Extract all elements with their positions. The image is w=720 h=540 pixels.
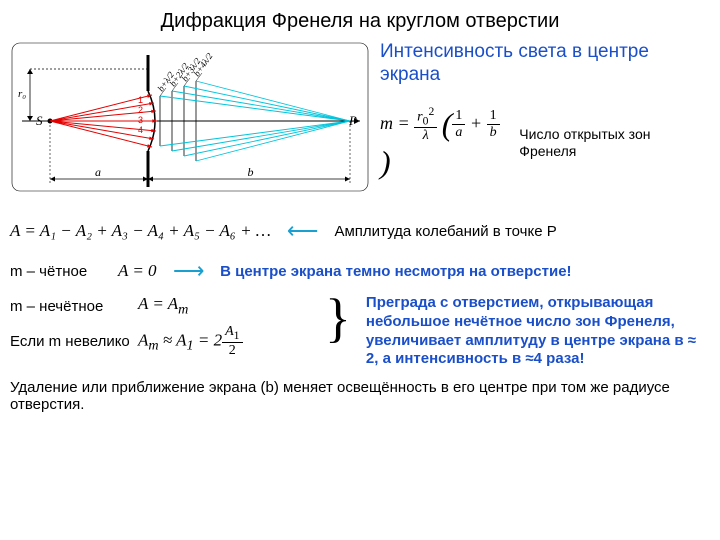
fresnel-zones-label: Число открытых зон Френеля xyxy=(519,126,710,160)
right-column: Интенсивность света в центре экрана m = … xyxy=(380,41,710,196)
svg-text:1: 1 xyxy=(138,95,143,105)
even-label: m – чётное xyxy=(10,263,110,280)
odd-conclusion: Преграда с отверстием, открывающая небол… xyxy=(366,294,710,369)
odd-row: m – нечётное A = Am Если m невелико Am ≈… xyxy=(10,294,710,369)
odd-left: m – нечётное A = Am Если m невелико Am ≈… xyxy=(10,294,310,359)
amplitude-series: A = A₁ − A₂ + A₃ − A₄ + A₅ − A₆ + … xyxy=(10,221,271,241)
even-row: m – чётное A = 0 ⟵ В центре экрана темно… xyxy=(10,258,710,284)
amplitude-label: Амплитуда колебаний в точке P xyxy=(334,223,556,240)
svg-text:3: 3 xyxy=(138,115,143,125)
fresnel-diagram: SP1234b+λ/2b+2λ/2b+3λ/2b+4λ/2r₀ab xyxy=(10,41,370,196)
arrow-icon: ⟵ xyxy=(287,218,319,244)
svg-text:a: a xyxy=(95,165,101,179)
page-title: Дифракция Френеля на круглом отверстии xyxy=(10,10,710,33)
svg-text:r₀: r₀ xyxy=(18,88,26,100)
even-formula: A = 0 xyxy=(118,261,157,281)
intensity-heading: Интенсивность света в центре экрана xyxy=(380,41,710,87)
even-conclusion: В центре экрана темно несмотря на отверс… xyxy=(220,263,571,280)
small-m-label: Если m невелико xyxy=(10,333,130,350)
odd-label: m – нечётное xyxy=(10,298,130,315)
bottom-note: Удаление или приближение экрана (b) меня… xyxy=(10,379,710,413)
svg-text:b: b xyxy=(248,165,254,179)
top-row: SP1234b+λ/2b+2λ/2b+3λ/2b+4λ/2r₀ab Интенс… xyxy=(10,41,710,196)
svg-text:S: S xyxy=(36,113,43,128)
fresnel-formula: m = r02λ (1a + 1b) xyxy=(380,105,509,181)
small-m-formula: Am ≈ A1 = 2A12 xyxy=(138,324,243,359)
amplitude-row: A = A₁ − A₂ + A₃ − A₄ + A₅ − A₆ + … ⟵ Ам… xyxy=(10,218,710,244)
fresnel-formula-row: m = r02λ (1a + 1b) Число открытых зон Фр… xyxy=(380,105,710,181)
svg-text:4: 4 xyxy=(138,125,143,135)
svg-text:2: 2 xyxy=(138,105,143,115)
arrow-icon: ⟵ xyxy=(173,258,205,284)
odd-formula: A = Am xyxy=(138,294,188,318)
brace-icon: } xyxy=(325,294,351,343)
